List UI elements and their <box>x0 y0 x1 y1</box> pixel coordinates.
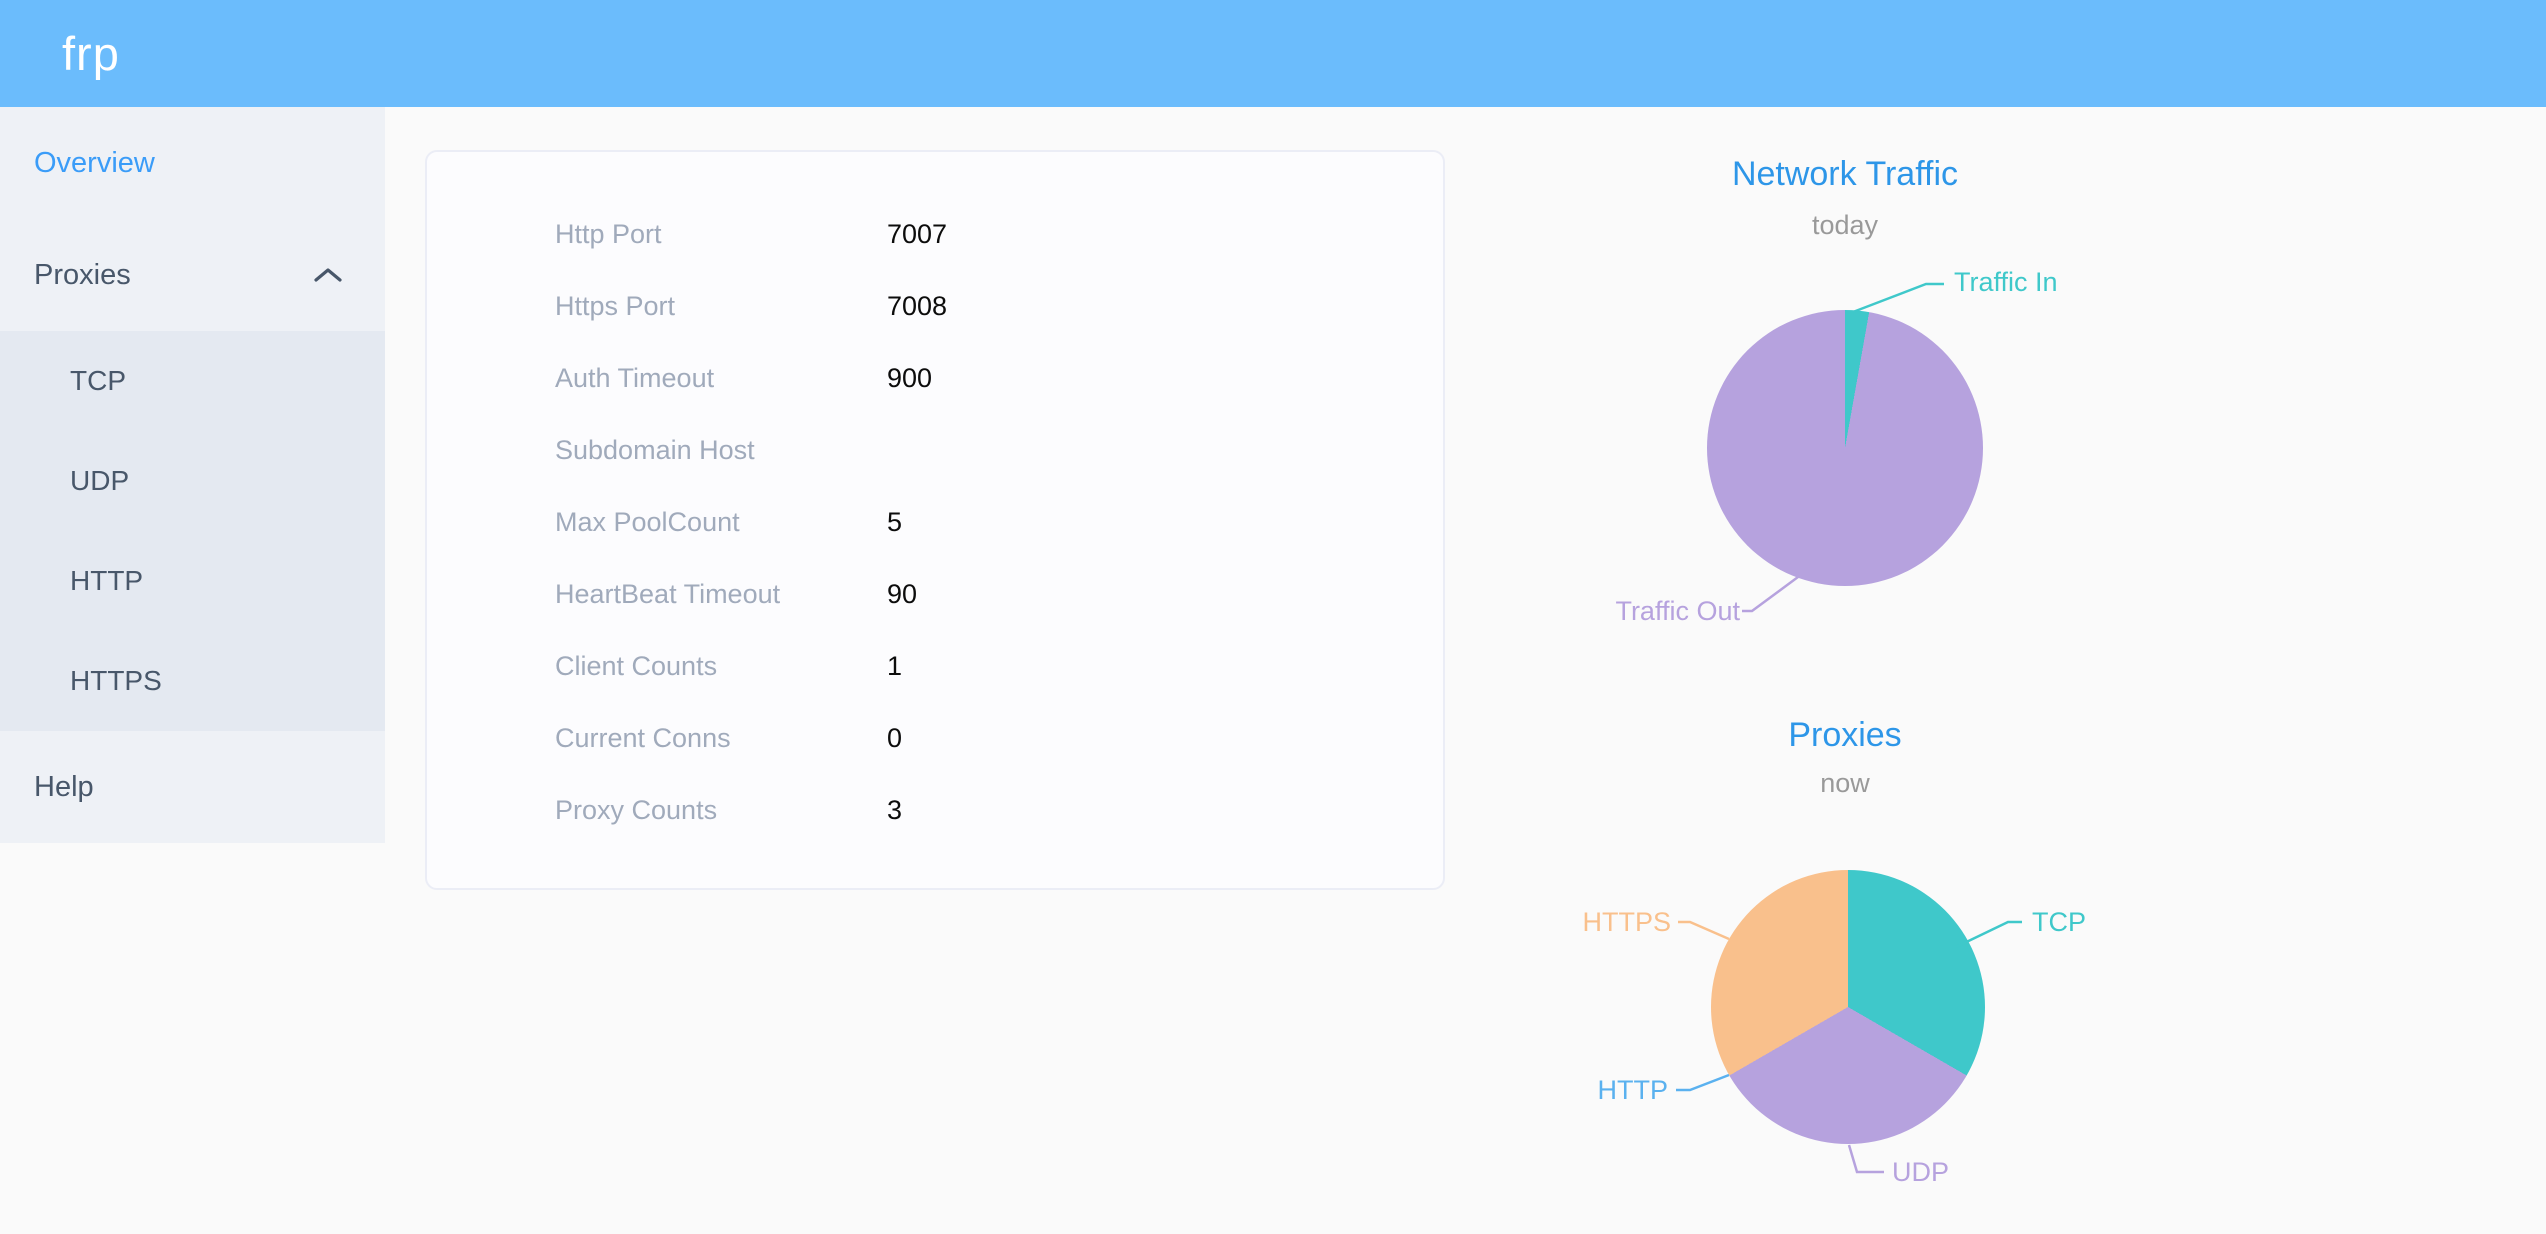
info-value: 90 <box>887 578 918 609</box>
info-value: 7007 <box>887 218 948 249</box>
chart-subtitle-proxies: now <box>1820 768 1870 798</box>
sidebar-item-help[interactable]: Help <box>0 731 385 843</box>
chart-title-proxies: Proxies <box>1788 716 1902 754</box>
network-traffic-pie[interactable] <box>1707 310 1983 586</box>
sidebar-item-label: HTTP <box>70 565 144 596</box>
table-row: Http Port 7007 <box>427 198 1443 270</box>
table-row: Proxy Counts 3 <box>427 774 1443 846</box>
sidebar-item-proxies[interactable]: Proxies <box>0 219 385 331</box>
info-label: Current Conns <box>555 722 731 753</box>
info-label: HeartBeat Timeout <box>555 578 781 609</box>
sidebar-item-https[interactable]: HTTPS <box>0 631 385 731</box>
info-value: 0 <box>887 722 903 753</box>
sidebar: Overview Proxies TCP UDP HTTP HTTPS Help <box>0 107 385 843</box>
pie-label-traffic-in: Traffic In <box>1954 267 2058 297</box>
table-row: Https Port 7008 <box>427 270 1443 342</box>
sidebar-item-udp[interactable]: UDP <box>0 431 385 531</box>
info-label: Http Port <box>555 218 662 249</box>
info-label: Subdomain Host <box>555 434 755 465</box>
app-header: frp <box>0 0 2546 107</box>
table-row: Max PoolCount 5 <box>427 486 1443 558</box>
sidebar-item-tcp[interactable]: TCP <box>0 331 385 431</box>
proxies-pie[interactable] <box>1711 870 1985 1144</box>
sidebar-item-label: Proxies <box>34 258 131 291</box>
info-label: Max PoolCount <box>555 506 740 537</box>
info-value: 3 <box>887 794 903 825</box>
app-logo: frp <box>62 27 120 80</box>
sidebar-item-label: UDP <box>70 465 130 496</box>
info-label: Auth Timeout <box>555 362 715 393</box>
table-row: Subdomain Host <box>427 414 1443 486</box>
sidebar-item-label: TCP <box>70 365 126 396</box>
chart-title-network-traffic: Network Traffic <box>1731 155 1959 193</box>
chart-subtitle-network-traffic: today <box>1811 210 1879 240</box>
pie-label-http: HTTP <box>1597 1075 1669 1105</box>
chevron-up-icon <box>313 266 343 284</box>
table-row: Current Conns 0 <box>427 702 1443 774</box>
info-value: 5 <box>887 506 903 537</box>
proxies-submenu: TCP UDP HTTP HTTPS <box>0 331 385 731</box>
sidebar-item-label: Help <box>34 770 94 803</box>
info-label: Proxy Counts <box>555 794 718 825</box>
table-row: Client Counts 1 <box>427 630 1443 702</box>
info-label: Client Counts <box>555 650 718 681</box>
info-value: 7008 <box>887 290 948 321</box>
pie-label-https: HTTPS <box>1582 907 1671 937</box>
sidebar-item-overview[interactable]: Overview <box>0 107 385 219</box>
pie-label-tcp: TCP <box>2032 907 2086 937</box>
pie-label-udp: UDP <box>1892 1157 1950 1187</box>
sidebar-item-http[interactable]: HTTP <box>0 531 385 631</box>
info-value: 1 <box>887 650 903 681</box>
server-info-card: Http Port 7007 Https Port 7008 Auth Time… <box>425 150 1445 890</box>
table-row: Auth Timeout 900 <box>427 342 1443 414</box>
pie-label-traffic-out: Traffic Out <box>1615 596 1740 626</box>
sidebar-item-label: HTTPS <box>70 665 162 696</box>
info-label: Https Port <box>555 290 676 321</box>
table-row: HeartBeat Timeout 90 <box>427 558 1443 630</box>
info-value: 900 <box>887 362 933 393</box>
sidebar-item-label: Overview <box>34 146 155 179</box>
